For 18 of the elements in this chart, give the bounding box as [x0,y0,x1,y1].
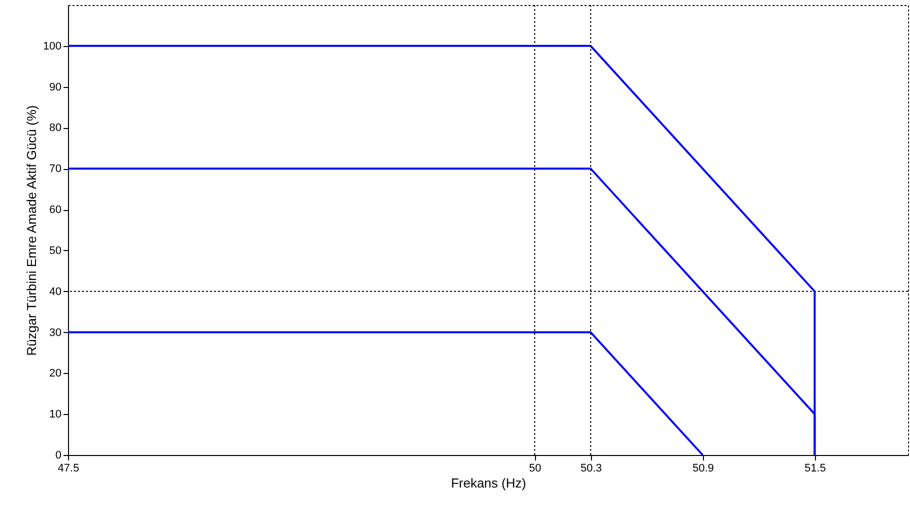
y-axis-title: Rüzgar Türbini Emre Amade Aktif Gücü (%) [24,105,40,356]
y-tick-label: 80 [49,122,62,134]
y-tick-label: 10 [49,408,62,421]
y-tick-label: 70 [49,163,62,176]
x-tick-label: 50.9 [692,462,714,474]
y-tick-label: 90 [49,81,62,94]
y-tick-label: 40 [49,286,62,298]
y-tick-label: 100 [43,40,62,52]
x-tick-label: 50.3 [580,462,602,474]
y-tick-label: 50 [49,244,62,257]
x-tick-label: 47.5 [58,462,80,474]
x-axis-title: Frekans (Hz) [450,476,526,490]
y-tick-label: 20 [49,368,62,380]
y-tick-label: 0 [55,450,62,462]
x-tick-label: 50 [529,462,542,474]
x-tick-label: 51.5 [804,462,826,474]
y-tick-label: 60 [49,204,62,216]
y-tick-label: 30 [49,326,62,339]
